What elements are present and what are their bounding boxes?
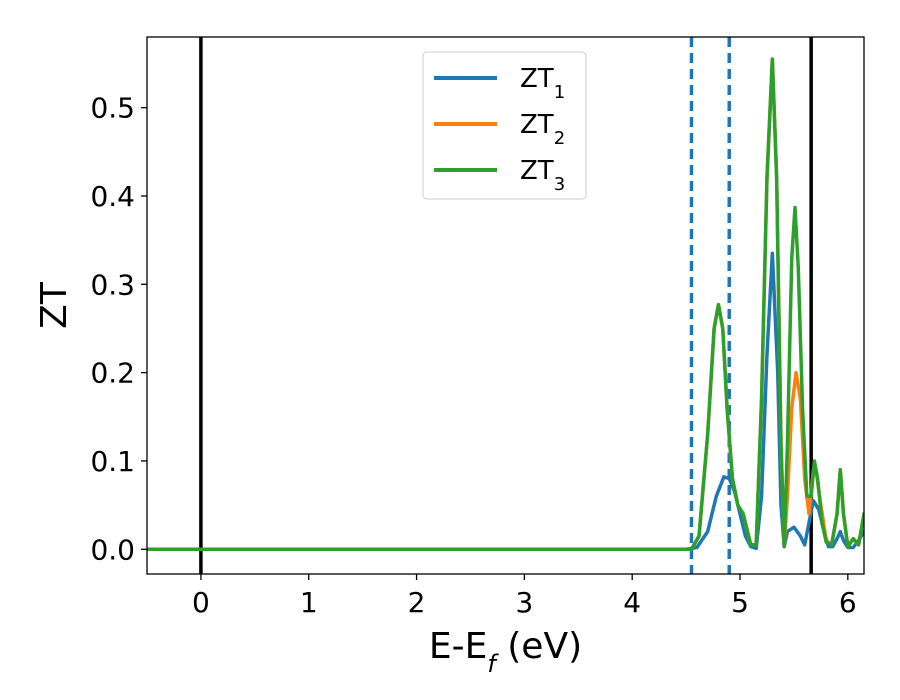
y-tick-label: 0.4 — [90, 180, 135, 213]
legend-label-zt1: ZT1 — [520, 64, 565, 103]
y-tick-label: 0.3 — [90, 268, 135, 301]
x-tick-label: 2 — [408, 586, 426, 619]
legend-label-zt2: ZT2 — [520, 110, 565, 149]
y-axis-label: ZT — [34, 281, 75, 329]
legend: ZT1 ZT2 ZT3 — [422, 51, 587, 200]
legend-label-zt3: ZT3 — [520, 156, 565, 195]
x-tick-label: 4 — [623, 586, 641, 619]
y-tick-label: 0.2 — [90, 357, 135, 390]
y-tick-label: 0.1 — [90, 445, 135, 478]
y-tick-label: 0.5 — [90, 92, 135, 125]
x-tick-label: 3 — [515, 586, 533, 619]
series-line-zt3 — [147, 57, 864, 552]
x-tick-label: 6 — [839, 586, 857, 619]
legend-box — [422, 51, 587, 200]
x-tick-label: 5 — [731, 586, 749, 619]
y-tick-label: 0.0 — [90, 533, 135, 566]
x-axis-label: E-Ef (eV) — [429, 626, 582, 678]
x-tick-label: 1 — [300, 586, 318, 619]
plot-frame — [146, 36, 865, 575]
x-tick-label: 0 — [192, 586, 210, 619]
